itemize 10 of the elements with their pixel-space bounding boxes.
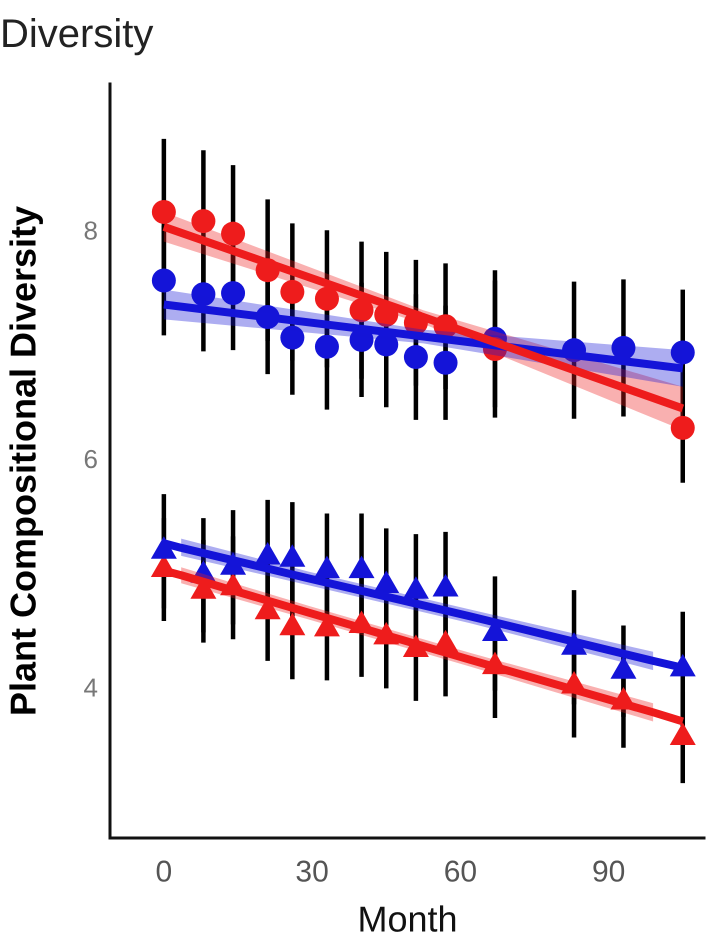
x-tick-label: 30 [295, 855, 329, 888]
x-tick-label: 90 [592, 855, 626, 888]
x-tick-label: 0 [156, 855, 172, 888]
y-axis-title: Plant Compositional Diversity [2, 206, 44, 716]
chart-title: Diversity [0, 12, 154, 56]
x-axis-title: Month [357, 898, 458, 940]
y-tick-label: 8 [84, 216, 98, 246]
x-tick-label: 60 [444, 855, 478, 888]
y-tick-label: 6 [84, 444, 98, 474]
y-tick-label: 4 [84, 672, 98, 703]
